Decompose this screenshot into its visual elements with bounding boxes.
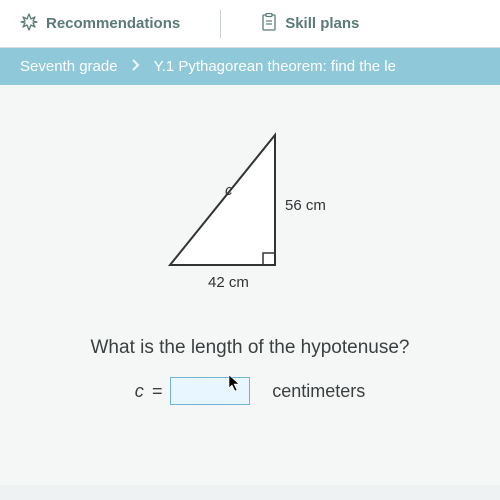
triangle-figure: c 56 cm 42 cm — [30, 125, 470, 305]
answer-units: centimeters — [272, 381, 365, 402]
clipboard-icon — [261, 13, 277, 35]
skill-plans-tab[interactable]: Skill plans — [261, 13, 359, 35]
top-nav: Recommendations Skill plans — [0, 0, 500, 48]
chevron-right-icon — [132, 58, 140, 75]
label-56: 56 cm — [285, 197, 326, 214]
content-area: c 56 cm 42 cm What is the length of the … — [0, 85, 500, 485]
recommendations-icon — [20, 13, 38, 35]
recommendations-tab[interactable]: Recommendations — [20, 13, 180, 35]
answer-row: c = centimeters — [30, 377, 470, 405]
label-c: c — [225, 182, 233, 199]
nav-divider — [220, 10, 221, 38]
label-42: 42 cm — [208, 274, 249, 291]
recommendations-label: Recommendations — [46, 15, 180, 32]
answer-variable: c — [135, 381, 144, 402]
skill-plans-label: Skill plans — [285, 15, 359, 32]
question-text: What is the length of the hypotenuse? — [30, 337, 470, 359]
breadcrumb-grade[interactable]: Seventh grade — [20, 58, 118, 75]
equals-sign: = — [152, 381, 163, 402]
breadcrumb: Seventh grade Y.1 Pythagorean theorem: f… — [0, 48, 500, 85]
breadcrumb-skill: Y.1 Pythagorean theorem: find the le — [154, 58, 396, 75]
answer-input[interactable] — [170, 377, 250, 405]
